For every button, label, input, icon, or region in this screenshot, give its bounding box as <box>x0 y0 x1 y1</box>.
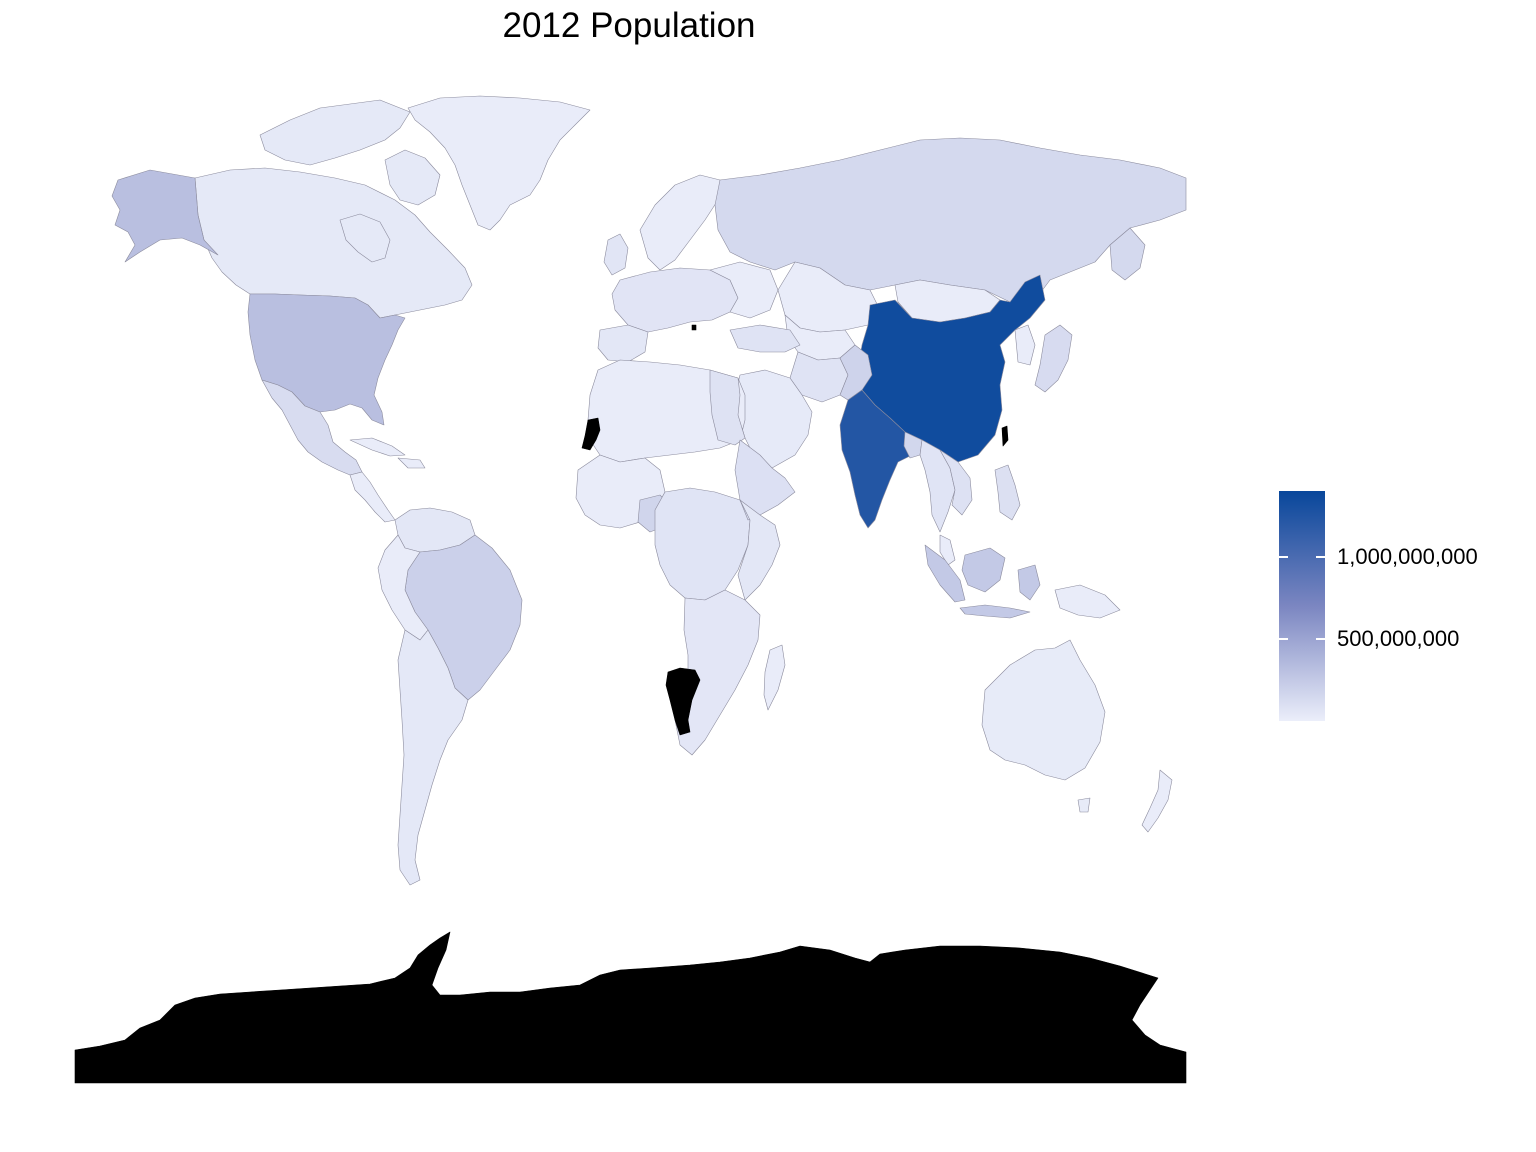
region-baffin-island <box>384 149 441 206</box>
region-cuba <box>349 437 406 457</box>
region-argentina-chile <box>397 629 469 886</box>
region-scandinavia <box>639 174 721 271</box>
color-legend: 1,000,000,000 500,000,000 <box>1279 491 1536 723</box>
region-philippines <box>994 464 1021 521</box>
region-arctic-archipelago <box>259 99 411 166</box>
region-kosovo <box>691 324 697 331</box>
region-malaysia <box>939 534 956 566</box>
region-east-africa <box>737 499 781 601</box>
region-sumatra <box>924 544 966 603</box>
region-antarctica <box>74 931 1187 1084</box>
region-horn-of-africa <box>734 439 796 521</box>
legend-label-1b: 1,000,000,000 <box>1337 544 1478 569</box>
map-title: 2012 Population <box>502 6 756 45</box>
region-namibia <box>665 667 701 736</box>
region-uk <box>603 233 629 276</box>
legend-label-500m: 500,000,000 <box>1337 626 1460 651</box>
region-hispaniola <box>397 457 426 469</box>
region-taiwan <box>1001 425 1009 447</box>
region-russia <box>714 137 1187 303</box>
region-kamchatka <box>1109 227 1146 281</box>
region-canada <box>194 167 473 319</box>
region-alaska <box>111 169 219 263</box>
region-new-guinea <box>1054 584 1121 619</box>
region-madagascar <box>763 644 786 711</box>
region-korea <box>1014 324 1036 366</box>
region-java <box>959 604 1031 619</box>
region-new-zealand <box>1141 769 1173 833</box>
region-central-africa <box>654 487 751 601</box>
region-tasmania <box>1077 797 1091 813</box>
region-bangladesh <box>903 431 923 459</box>
region-central-america <box>349 471 396 523</box>
region-greenland <box>407 95 591 231</box>
region-iberia <box>597 324 649 363</box>
region-indochina <box>939 449 973 516</box>
region-eastern-europe <box>709 261 779 319</box>
legend-colorbar <box>1279 491 1325 721</box>
region-australia <box>981 639 1106 781</box>
region-japan <box>1034 324 1073 393</box>
region-western-europe <box>611 267 739 333</box>
region-borneo <box>961 547 1006 593</box>
region-sulawesi <box>1017 564 1041 601</box>
region-western-sahara <box>581 417 601 451</box>
region-india <box>839 389 919 529</box>
region-turkey <box>729 324 801 353</box>
